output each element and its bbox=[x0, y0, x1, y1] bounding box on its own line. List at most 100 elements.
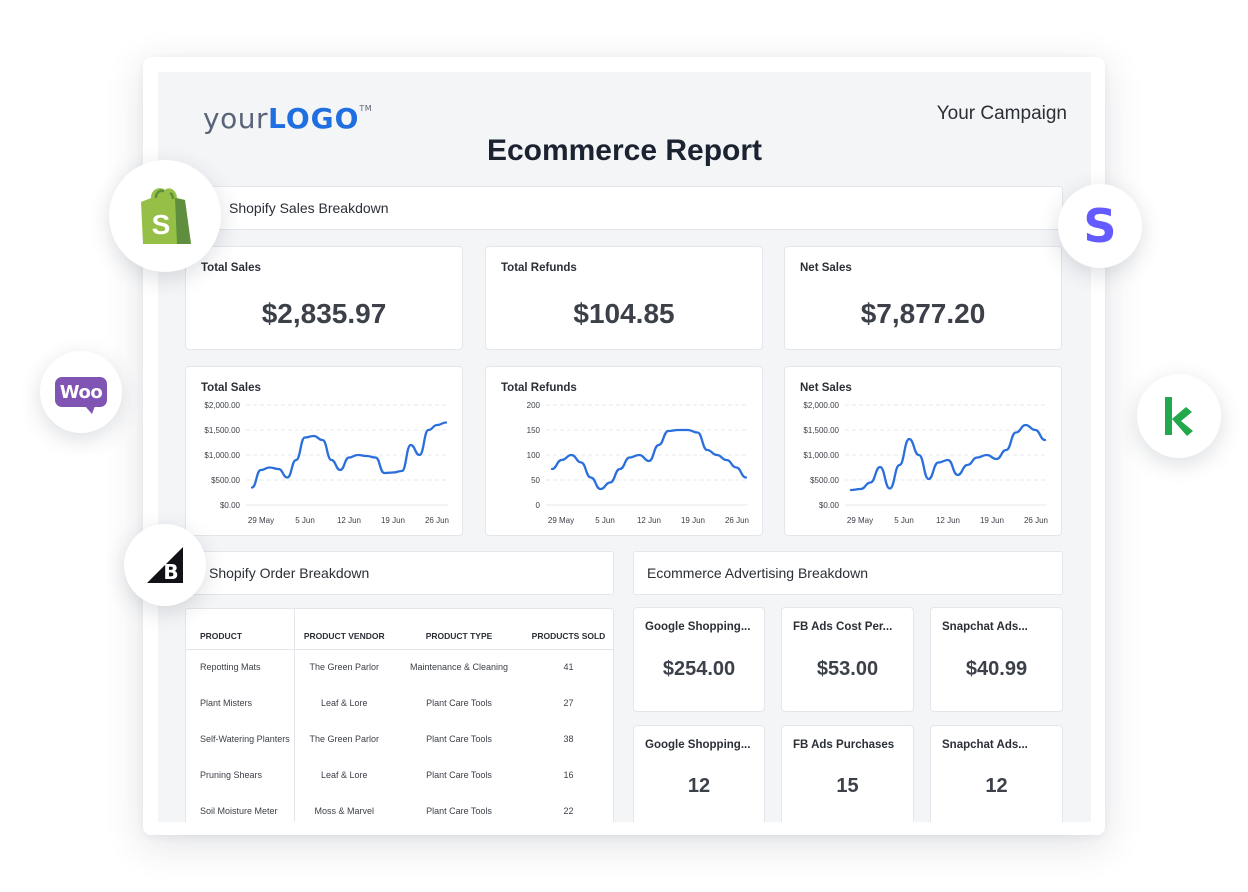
bigcommerce-badge: B bbox=[124, 524, 206, 606]
table-cell: 16 bbox=[563, 770, 574, 780]
ad-card-label: Google Shopping... bbox=[645, 621, 751, 633]
table-row: Soil Moisture Meter Moss & Marvel Plant … bbox=[186, 793, 613, 822]
table-row: Plant Misters Leaf & Lore Plant Care Too… bbox=[186, 685, 613, 721]
woocommerce-badge: Woo bbox=[40, 351, 122, 433]
report-title: Ecommerce Report bbox=[486, 134, 763, 167]
column-header[interactable]: PRODUCT VENDOR bbox=[293, 609, 394, 650]
chart-title: Total Refunds bbox=[501, 382, 577, 394]
ad-card-value: $40.99 bbox=[965, 658, 1028, 680]
table-cell: Pruning Shears bbox=[200, 770, 263, 780]
series-line bbox=[550, 428, 748, 491]
table-cell: The Green Parlor bbox=[293, 721, 394, 757]
table-row: Repotting Mats The Green Parlor Maintena… bbox=[186, 649, 613, 685]
ad-card-label: Google Shopping... bbox=[645, 739, 751, 751]
campaign-name: Your Campaign bbox=[936, 103, 1067, 124]
x-tick-label: 5 Jun bbox=[295, 516, 315, 525]
ad-card-value: $254.00 bbox=[662, 658, 736, 680]
x-tick-label: 12 Jun bbox=[337, 516, 361, 525]
y-tick-label: $500.00 bbox=[810, 476, 839, 485]
table-cell: Plant Care Tools bbox=[426, 770, 492, 780]
ads-section-header: Ecommerce Advertising Breakdown bbox=[633, 551, 1063, 595]
orders-table-card: PRODUCT PRODUCT VENDOR PRODUCT TYPE PROD… bbox=[185, 608, 614, 822]
table-cell: Repotting Mats bbox=[200, 662, 261, 673]
ad-card-value: 12 bbox=[985, 775, 1008, 797]
stripe-icon: S bbox=[1083, 199, 1117, 253]
column-header[interactable]: PRODUCT TYPE bbox=[394, 609, 524, 650]
bigcommerce-letter: B bbox=[163, 560, 178, 584]
y-tick-label: $1,000.00 bbox=[204, 451, 240, 460]
x-tick-label: 26 Jun bbox=[425, 516, 449, 525]
table-cell: Self-Watering Planters bbox=[200, 734, 290, 744]
kpi-card-total-refunds: Total Refunds $104.85 bbox=[485, 246, 763, 350]
kpi-value: $2,835.97 bbox=[261, 298, 387, 329]
table-row: Pruning Shears Leaf & Lore Plant Care To… bbox=[186, 757, 613, 793]
sales-section-header: Shopify Sales Breakdown bbox=[185, 186, 1063, 230]
y-tick-label: 200 bbox=[527, 401, 541, 410]
kpi-value: $104.85 bbox=[573, 298, 675, 329]
y-tick-label: 50 bbox=[531, 476, 540, 485]
logo-your-text: your bbox=[203, 102, 268, 135]
ad-card-label: Snapchat Ads... bbox=[942, 621, 1028, 633]
table-cell: Leaf & Lore bbox=[293, 757, 394, 793]
y-tick-label: $2,000.00 bbox=[204, 401, 240, 410]
chart-total-refunds: 0 50 100 150 200 29 May 5 Jun 12 Jun 19 Jun 26 Ju… bbox=[527, 401, 749, 525]
kpi-card-total-sales: Total Sales $2,835.97 bbox=[185, 246, 463, 350]
ad-card-label: FB Ads Cost Per... bbox=[793, 621, 893, 633]
x-tick-label: 26 Jun bbox=[1024, 516, 1048, 525]
orders-section-title: Shopify Order Breakdown bbox=[209, 565, 370, 581]
table-header-row: PRODUCT PRODUCT VENDOR PRODUCT TYPE PROD… bbox=[186, 609, 613, 650]
y-tick-label: 100 bbox=[527, 451, 541, 460]
logo: yourLOGOTM bbox=[203, 102, 372, 135]
y-tick-label: 0 bbox=[536, 501, 541, 510]
orders-section-header: Shopify Order Breakdown bbox=[185, 551, 614, 595]
kpi-card-net-sales: Net Sales $7,877.20 bbox=[784, 246, 1062, 350]
ad-card-google-shopping-cost: Google Shopping... $254.00 bbox=[633, 607, 765, 712]
ad-card-snapchat-count: Snapchat Ads... 12 bbox=[930, 725, 1063, 822]
shopify-badge: S bbox=[109, 160, 221, 272]
ad-card-value: 12 bbox=[687, 775, 711, 797]
table-cell: 27 bbox=[563, 698, 574, 708]
logo-trademark: TM bbox=[359, 104, 373, 113]
table-cell: Moss & Marvel bbox=[293, 793, 394, 822]
chart-title: Total Sales bbox=[201, 382, 261, 394]
table-cell: 38 bbox=[563, 734, 574, 744]
table-row: Self-Watering Planters The Green Parlor … bbox=[186, 721, 613, 757]
ad-card-fb-ads-cost: FB Ads Cost Per... $53.00 bbox=[781, 607, 914, 712]
ad-card-label: Snapchat Ads... bbox=[942, 739, 1028, 751]
ad-card-google-shopping-count: Google Shopping... 12 bbox=[633, 725, 765, 822]
table-cell: 22 bbox=[563, 806, 574, 816]
y-tick-label: $1,000.00 bbox=[803, 451, 839, 460]
chart-card-net-sales: Net Sales $0.00 $500.00 $1,000.00 $1,500.00… bbox=[784, 366, 1062, 536]
ad-card-fb-ads-purchases: FB Ads Purchases 15 bbox=[781, 725, 914, 822]
table-cell: Plant Care Tools bbox=[426, 698, 492, 708]
x-tick-label: 19 Jun bbox=[381, 516, 405, 525]
kpi-label: Net Sales bbox=[800, 262, 852, 274]
y-tick-label: $2,000.00 bbox=[803, 401, 839, 410]
ad-card-label: FB Ads Purchases bbox=[793, 739, 895, 751]
series-line bbox=[250, 421, 448, 489]
table-cell: The Green Parlor bbox=[293, 649, 394, 685]
y-tick-label: $500.00 bbox=[211, 476, 240, 485]
x-tick-label: 29 May bbox=[847, 516, 873, 525]
sales-section-title: Shopify Sales Breakdown bbox=[229, 200, 389, 216]
table-cell: Soil Moisture Meter bbox=[200, 806, 278, 816]
chart-title: Net Sales bbox=[800, 382, 852, 394]
table-cell: Plant Care Tools bbox=[426, 806, 492, 816]
ad-card-snapchat-cost: Snapchat Ads... $40.99 bbox=[930, 607, 1063, 712]
ad-card-value: 15 bbox=[836, 775, 859, 797]
chart-net-sales: $0.00 $500.00 $1,000.00 $1,500.00 $2,000.00 2… bbox=[803, 401, 1048, 525]
svg-text:S: S bbox=[152, 209, 171, 240]
y-tick-label: 150 bbox=[527, 426, 541, 435]
column-header[interactable]: PRODUCTS SOLD bbox=[524, 609, 613, 650]
kpi-label: Total Refunds bbox=[501, 262, 577, 274]
x-tick-label: 29 May bbox=[548, 516, 574, 525]
chart-total-sales: $0.00 $500.00 $1,000.00 $1,500.00 $2,000.00 2… bbox=[204, 401, 449, 525]
column-header[interactable]: PRODUCT bbox=[186, 609, 294, 650]
x-tick-label: 29 May bbox=[248, 516, 274, 525]
kpi-value: $7,877.20 bbox=[860, 298, 986, 329]
chart-card-total-sales: Total Sales $0.00 $500.00 $1,000.00 $1,500.… bbox=[185, 366, 463, 536]
kpi-label: Total Sales bbox=[201, 262, 261, 274]
table-cell: Plant Care Tools bbox=[426, 734, 492, 744]
x-tick-label: 5 Jun bbox=[894, 516, 914, 525]
woocommerce-tail bbox=[85, 406, 95, 414]
